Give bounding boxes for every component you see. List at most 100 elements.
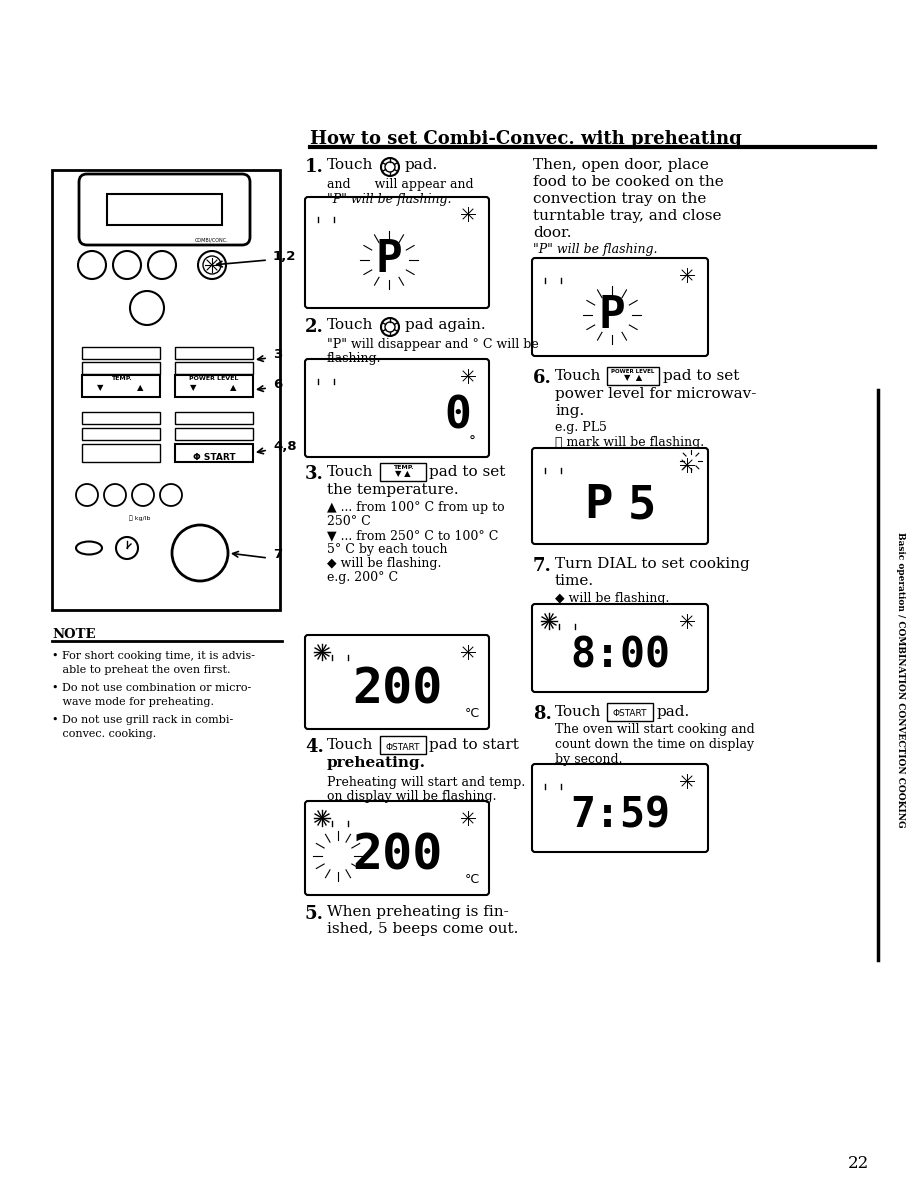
Text: e.g. 200° C: e.g. 200° C xyxy=(327,571,398,584)
Text: 5° C by each touch: 5° C by each touch xyxy=(327,543,447,556)
Bar xyxy=(82,428,160,440)
Bar xyxy=(175,375,253,397)
FancyBboxPatch shape xyxy=(79,173,250,245)
Text: Touch: Touch xyxy=(327,465,374,479)
Text: "P" will be flashing.: "P" will be flashing. xyxy=(327,192,452,206)
Text: ▼: ▼ xyxy=(96,384,103,392)
Text: 1,2: 1,2 xyxy=(273,249,297,263)
Text: POWER LEVEL: POWER LEVEL xyxy=(611,369,655,374)
Text: • Do not use combination or micro-: • Do not use combination or micro- xyxy=(52,683,252,693)
Text: pad.: pad. xyxy=(657,704,690,719)
Text: 5.: 5. xyxy=(305,905,324,923)
FancyBboxPatch shape xyxy=(305,636,489,729)
Text: TEMP.: TEMP. xyxy=(111,375,131,381)
Text: P: P xyxy=(584,484,612,529)
Text: NOTE: NOTE xyxy=(52,628,95,642)
FancyBboxPatch shape xyxy=(532,604,708,691)
Text: wave mode for preheating.: wave mode for preheating. xyxy=(52,697,214,707)
Text: Preheating will start and temp.: Preheating will start and temp. xyxy=(327,776,525,789)
Text: ◆ will be flashing.: ◆ will be flashing. xyxy=(555,592,669,605)
FancyBboxPatch shape xyxy=(532,448,708,544)
Bar xyxy=(175,362,253,374)
Text: °: ° xyxy=(468,435,476,449)
Bar xyxy=(82,412,160,424)
Text: ▼  ▲: ▼ ▲ xyxy=(624,373,642,383)
Text: "P" will disappear and ° C will be: "P" will disappear and ° C will be xyxy=(327,339,539,350)
Text: Touch: Touch xyxy=(555,369,601,383)
Text: food to be cooked on the: food to be cooked on the xyxy=(533,175,723,189)
Bar xyxy=(329,650,351,655)
Bar xyxy=(52,170,280,609)
Text: ⓘ mark will be flashing.: ⓘ mark will be flashing. xyxy=(555,436,704,449)
Text: preheating.: preheating. xyxy=(327,756,426,770)
Bar xyxy=(175,347,253,359)
Text: 3: 3 xyxy=(273,348,282,360)
Text: Basic operation / COMBINATION CONVECTION COOKING: Basic operation / COMBINATION CONVECTION… xyxy=(895,532,904,828)
Text: TEMP.: TEMP. xyxy=(393,465,413,470)
Bar xyxy=(175,428,253,440)
Text: COMBI/CONC.: COMBI/CONC. xyxy=(196,238,229,244)
Text: pad.: pad. xyxy=(405,158,438,172)
Text: by second.: by second. xyxy=(555,753,622,766)
Text: 7.: 7. xyxy=(533,557,552,575)
Text: 8:00: 8:00 xyxy=(570,636,670,677)
Bar xyxy=(542,779,564,784)
Bar xyxy=(315,211,337,217)
Text: pad again.: pad again. xyxy=(405,318,486,331)
Bar xyxy=(175,444,253,462)
Text: 6: 6 xyxy=(273,378,282,391)
Bar xyxy=(82,444,160,462)
Text: pad to start: pad to start xyxy=(429,738,519,752)
Text: °C: °C xyxy=(465,873,480,886)
Text: 6.: 6. xyxy=(533,369,552,387)
Text: ▲: ▲ xyxy=(137,384,143,392)
Text: 2.: 2. xyxy=(305,318,324,336)
FancyBboxPatch shape xyxy=(305,359,489,457)
Text: door.: door. xyxy=(533,226,572,240)
Text: Turn DIAL to set cooking: Turn DIAL to set cooking xyxy=(555,557,750,571)
Text: How to set Combi-Convec. with preheating: How to set Combi-Convec. with preheating xyxy=(310,129,742,148)
Text: and      will appear and: and will appear and xyxy=(327,178,474,191)
Text: Touch: Touch xyxy=(555,704,601,719)
Text: 5: 5 xyxy=(628,484,656,529)
Text: P: P xyxy=(375,239,402,282)
Text: ◆ will be flashing.: ◆ will be flashing. xyxy=(327,557,442,570)
Text: 7: 7 xyxy=(273,548,282,561)
Bar xyxy=(329,816,351,821)
FancyBboxPatch shape xyxy=(380,463,426,481)
FancyBboxPatch shape xyxy=(305,197,489,308)
Text: • For short cooking time, it is advis-: • For short cooking time, it is advis- xyxy=(52,651,255,661)
Bar xyxy=(315,374,337,379)
Text: on display will be flashing.: on display will be flashing. xyxy=(327,790,497,803)
Text: 250° C: 250° C xyxy=(327,516,371,527)
Text: Touch: Touch xyxy=(327,738,374,752)
Text: 22: 22 xyxy=(847,1155,868,1173)
Text: ▲: ▲ xyxy=(230,384,236,392)
Text: ▼ ... from 250° C to 100° C: ▼ ... from 250° C to 100° C xyxy=(327,529,498,542)
Text: pad to set: pad to set xyxy=(663,369,739,383)
Text: the temperature.: the temperature. xyxy=(327,484,459,497)
Text: ΦSTART: ΦSTART xyxy=(612,709,647,719)
Text: Touch: Touch xyxy=(327,158,374,172)
Text: 4.: 4. xyxy=(305,738,324,756)
FancyBboxPatch shape xyxy=(380,737,426,754)
Text: ▼ ▲: ▼ ▲ xyxy=(395,469,411,479)
Bar xyxy=(82,347,160,359)
Text: 8.: 8. xyxy=(533,704,552,723)
Text: 1.: 1. xyxy=(305,158,324,176)
FancyBboxPatch shape xyxy=(532,764,708,852)
Text: Then, open door, place: Then, open door, place xyxy=(533,158,709,172)
Text: P: P xyxy=(599,293,625,336)
Text: 200: 200 xyxy=(352,832,442,880)
Bar xyxy=(82,375,160,397)
Text: count down the time on display: count down the time on display xyxy=(555,738,754,751)
Bar xyxy=(82,362,160,374)
FancyBboxPatch shape xyxy=(607,367,659,385)
FancyBboxPatch shape xyxy=(532,258,708,356)
Text: power level for microwav-: power level for microwav- xyxy=(555,387,756,402)
Text: ing.: ing. xyxy=(555,404,584,418)
Text: 4,8: 4,8 xyxy=(273,440,297,453)
Text: Φ START: Φ START xyxy=(193,453,235,462)
Text: "P" will be flashing.: "P" will be flashing. xyxy=(533,244,657,255)
Text: Touch: Touch xyxy=(327,318,374,331)
